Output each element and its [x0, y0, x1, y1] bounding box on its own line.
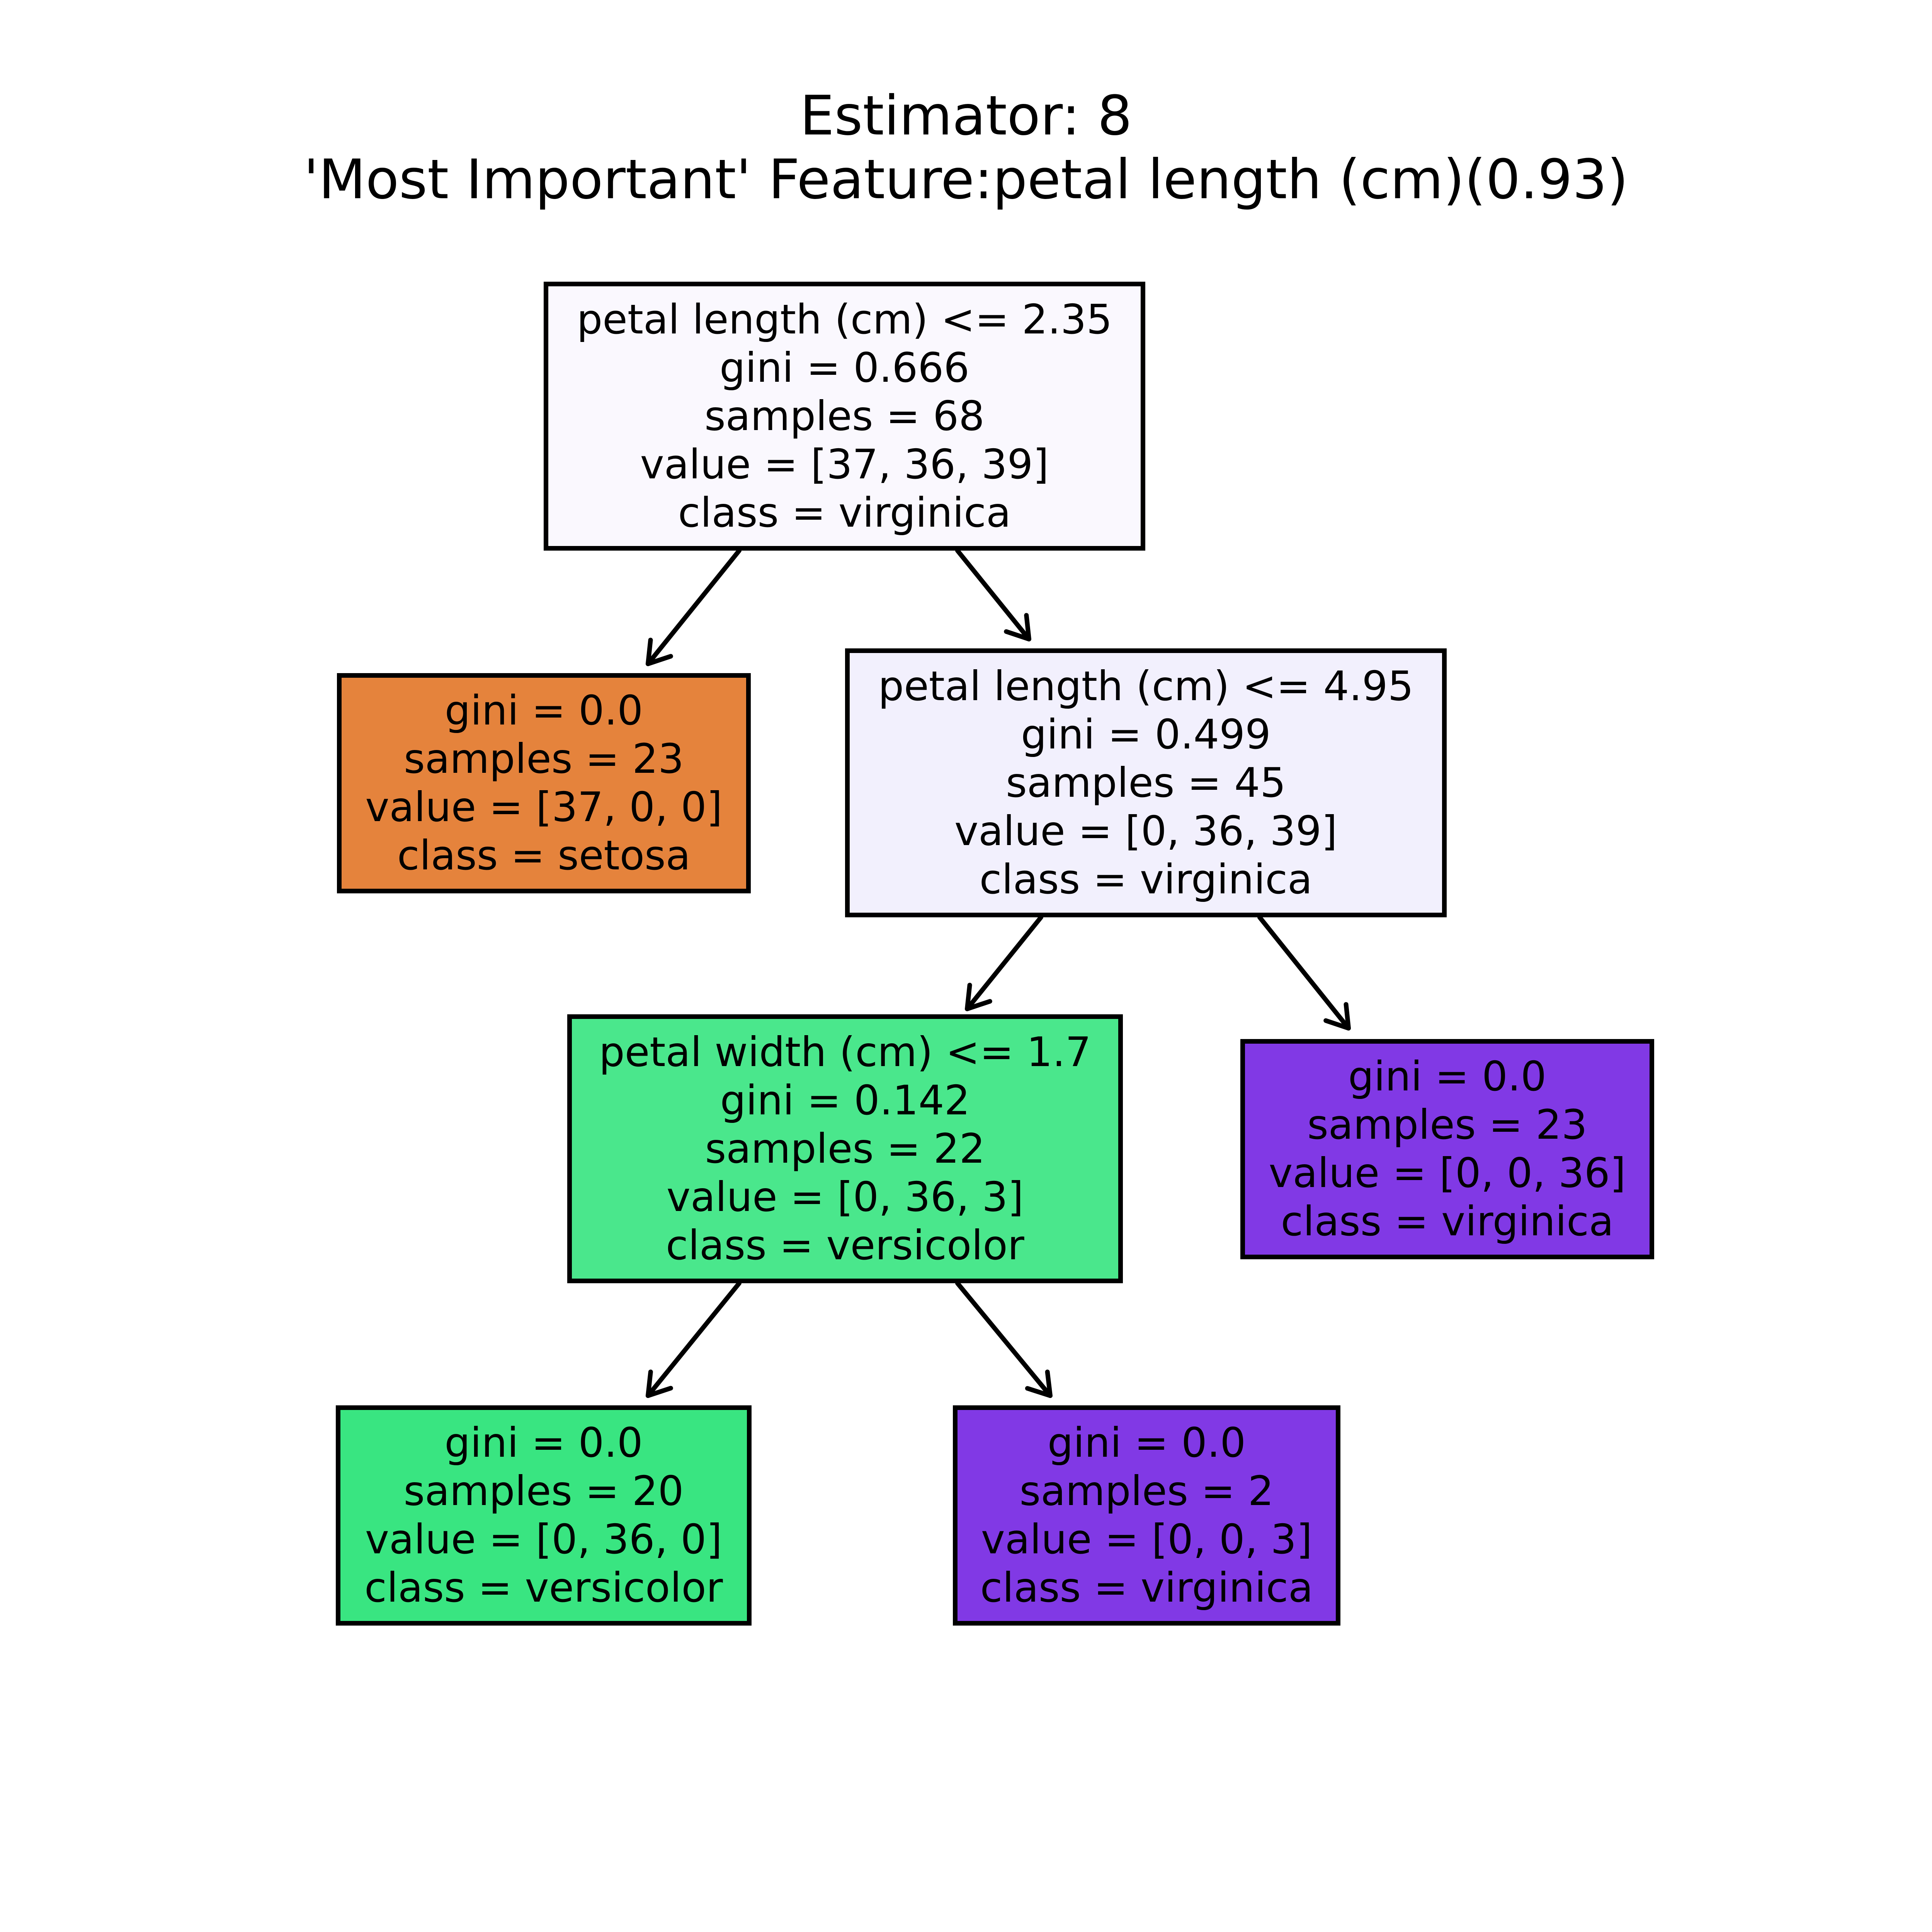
node-samples-text: samples = 45: [1006, 759, 1286, 806]
node-split-text: petal length (cm) <= 2.35: [577, 296, 1112, 343]
node-value-text: value = [0, 0, 36]: [1269, 1150, 1626, 1197]
node-gini-text: gini = 0.0: [1047, 1419, 1246, 1466]
tree-node-split-petal-width: petal width (cm) <= 1.7 gini = 0.142 sam…: [567, 1014, 1123, 1283]
node-class-text: class = virginica: [980, 1564, 1313, 1611]
tree-node-root: petal length (cm) <= 2.35 gini = 0.666 s…: [544, 282, 1145, 551]
node-gini-text: gini = 0.499: [1021, 711, 1271, 758]
arrow-head-icon: [1323, 1002, 1351, 1031]
edge-line: [955, 548, 1031, 641]
arrow-head-icon: [965, 983, 992, 1011]
node-value-text: value = [0, 36, 3]: [666, 1173, 1024, 1221]
edge-line: [955, 1281, 1053, 1398]
node-samples-text: samples = 23: [404, 735, 684, 782]
tree-node-split-petal-length: petal length (cm) <= 4.95 gini = 0.499 s…: [845, 648, 1447, 917]
node-class-text: class = versicolor: [666, 1221, 1024, 1269]
node-value-text: value = [0, 36, 39]: [954, 807, 1337, 855]
arrow-head-icon: [1025, 1369, 1053, 1398]
node-gini-text: gini = 0.0: [444, 1419, 643, 1466]
node-split-text: petal width (cm) <= 1.7: [599, 1028, 1091, 1076]
figure-title-estimator: Estimator: 8: [800, 84, 1132, 148]
node-split-text: petal length (cm) <= 4.95: [878, 662, 1414, 710]
edge-line: [646, 1281, 742, 1398]
tree-node-leaf-setosa: gini = 0.0 samples = 23 value = [37, 0, …: [337, 673, 751, 893]
arrow-head-icon: [646, 638, 673, 666]
tree-node-leaf-versicolor-20: gini = 0.0 samples = 20 value = [0, 36, …: [336, 1405, 752, 1626]
edge-root-to-split-petal-length-4-95: [955, 548, 1031, 641]
node-class-text: class = setosa: [397, 832, 691, 879]
node-value-text: value = [37, 36, 39]: [640, 440, 1049, 488]
node-gini-text: gini = 0.142: [720, 1077, 970, 1124]
node-class-text: class = virginica: [678, 489, 1011, 536]
edge-split-petal-width-1-7-to-leaf-versicolor-20: [646, 1281, 742, 1398]
node-gini-text: gini = 0.0: [1348, 1053, 1547, 1100]
node-gini-text: gini = 0.0: [444, 687, 643, 734]
edge-split-petal-width-1-7-to-leaf-virginica-2: [955, 1281, 1053, 1398]
edge-split-petal-length-4-95-to-leaf-virginica-23: [1257, 915, 1351, 1031]
node-value-text: value = [0, 36, 0]: [365, 1516, 723, 1563]
node-samples-text: samples = 68: [704, 392, 985, 440]
node-value-text: value = [0, 0, 3]: [981, 1516, 1313, 1563]
figure-title-feature: 'Most Important' Feature:petal length (c…: [303, 148, 1629, 211]
node-class-text: class = virginica: [979, 855, 1313, 903]
node-samples-text: samples = 23: [1307, 1101, 1587, 1148]
node-samples-text: samples = 20: [403, 1468, 684, 1515]
edge-root-to-leaf-setosa: [646, 548, 742, 666]
tree-node-leaf-virginica-2: gini = 0.0 samples = 2 value = [0, 0, 3]…: [953, 1405, 1340, 1626]
edge-split-petal-length-4-95-to-split-petal-width-1-7: [965, 915, 1043, 1011]
edge-line: [965, 915, 1043, 1011]
node-class-text: class = virginica: [1281, 1198, 1614, 1245]
arrow-head-icon: [1004, 613, 1031, 641]
node-samples-text: samples = 2: [1019, 1468, 1274, 1515]
edge-line: [1257, 915, 1351, 1031]
node-samples-text: samples = 22: [705, 1125, 985, 1172]
node-class-text: class = versicolor: [364, 1564, 723, 1611]
tree-node-leaf-virginica-23: gini = 0.0 samples = 23 value = [0, 0, 3…: [1240, 1039, 1654, 1259]
edge-line: [646, 548, 742, 666]
node-value-text: value = [37, 0, 0]: [365, 784, 723, 831]
node-gini-text: gini = 0.666: [719, 344, 969, 391]
arrow-head-icon: [646, 1369, 673, 1398]
